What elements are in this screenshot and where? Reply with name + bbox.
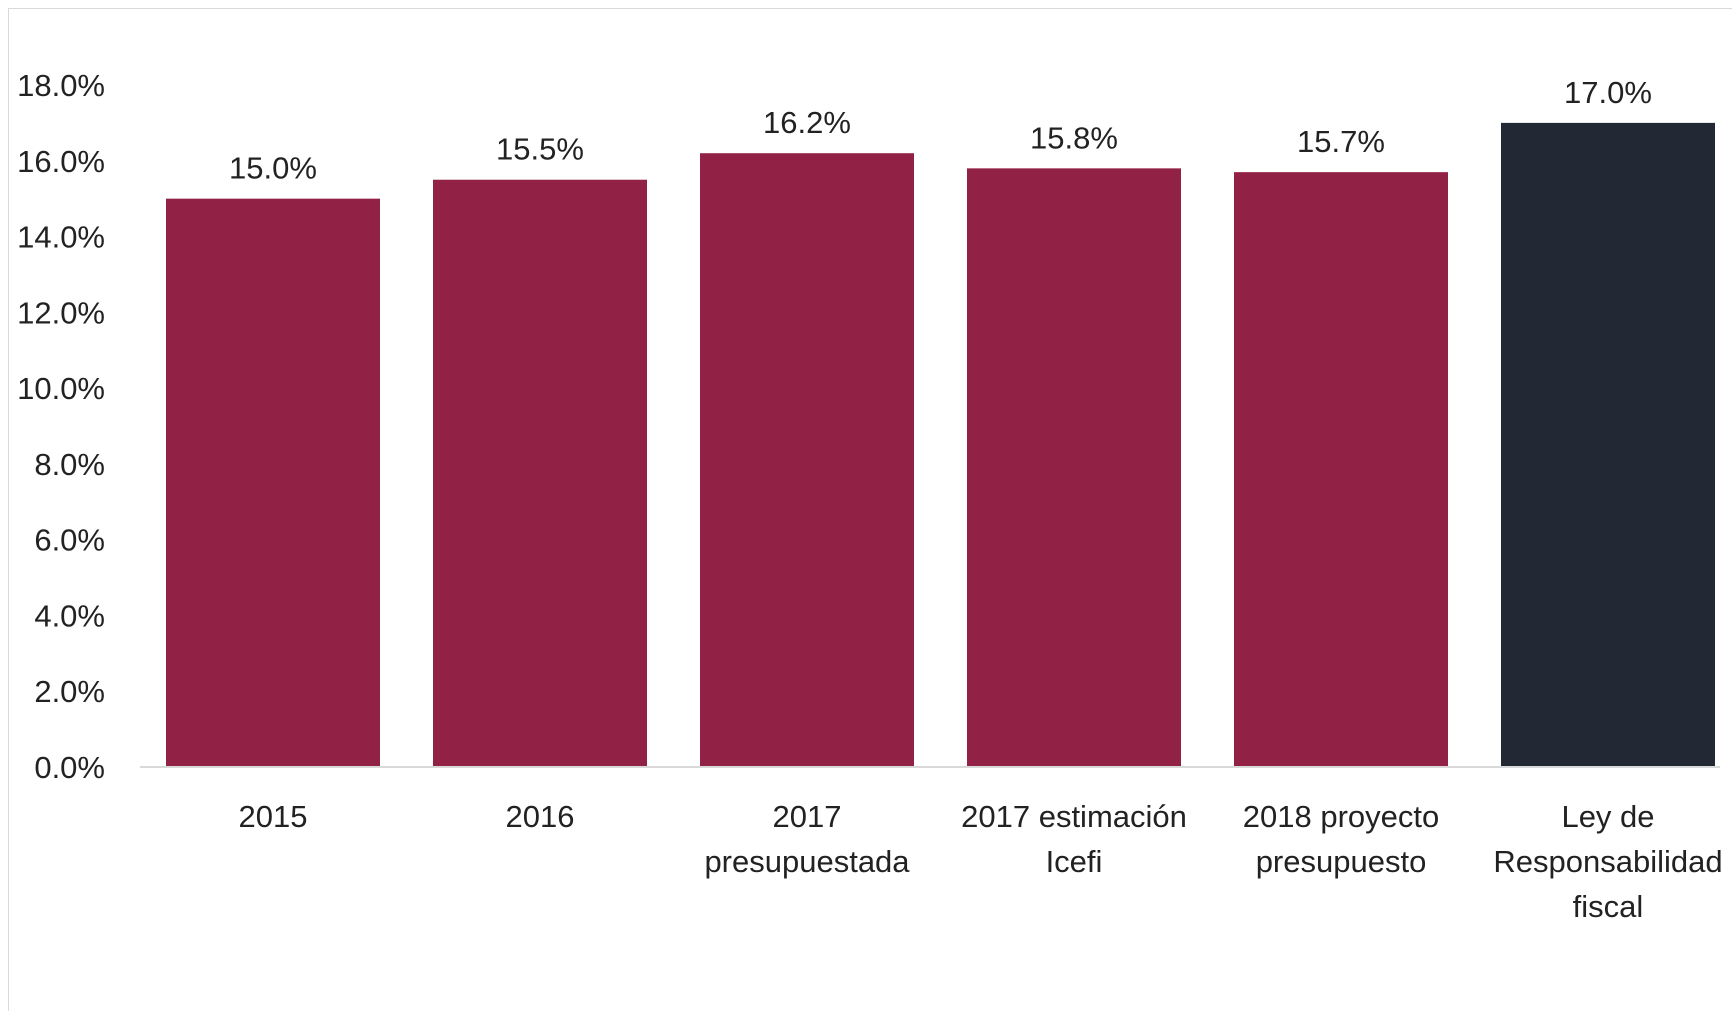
data-label: 15.0% xyxy=(229,151,317,186)
bar xyxy=(1234,172,1448,768)
y-axis: 0.0% 2.0% 4.0% 6.0% 8.0% 10.0% 12.0% 14.0% 16.0%… xyxy=(17,68,105,785)
bar xyxy=(1501,122,1715,767)
data-label: 16.2% xyxy=(763,105,851,140)
bar xyxy=(166,198,380,767)
x-axis: 2015 2016 2017 presupuestada 2017 estimación… xyxy=(140,766,1723,924)
x-tick-label: Responsabilidad xyxy=(1493,844,1722,879)
x-tick-label: presupuesto xyxy=(1256,844,1427,879)
data-label: 15.7% xyxy=(1297,124,1385,159)
x-tick-label: fiscal xyxy=(1573,889,1644,924)
bar xyxy=(700,153,914,767)
x-tick-label: 2015 xyxy=(239,799,308,834)
y-tick-label: 14.0% xyxy=(17,220,105,255)
x-tick-label: 2016 xyxy=(506,799,575,834)
y-tick-label: 8.0% xyxy=(34,447,105,482)
x-tick-label: Ley de xyxy=(1561,799,1654,834)
y-tick-label: 12.0% xyxy=(17,295,105,330)
y-tick-label: 10.0% xyxy=(17,371,105,406)
x-tick-label: 2017 estimación xyxy=(961,799,1187,834)
data-label: 17.0% xyxy=(1564,75,1652,110)
x-tick-label: presupuestada xyxy=(704,844,910,879)
y-tick-label: 16.0% xyxy=(17,144,105,179)
bar xyxy=(967,168,1181,767)
y-tick-label: 18.0% xyxy=(17,68,105,103)
bars xyxy=(166,122,1715,768)
bar xyxy=(433,179,647,767)
x-tick-label: 2018 proyecto xyxy=(1243,799,1439,834)
data-label: 15.5% xyxy=(496,132,584,167)
y-tick-label: 0.0% xyxy=(34,750,105,785)
y-tick-label: 6.0% xyxy=(34,523,105,558)
chart-frame xyxy=(8,8,1732,1011)
y-tick-label: 4.0% xyxy=(34,598,105,633)
y-tick-label: 2.0% xyxy=(34,674,105,709)
data-label: 15.8% xyxy=(1030,120,1118,155)
data-labels: 15.0% 15.5% 16.2% 15.8% 15.7% 17.0% xyxy=(229,75,1652,186)
x-tick-label: 2017 xyxy=(773,799,842,834)
x-tick-label: Icefi xyxy=(1046,844,1103,879)
